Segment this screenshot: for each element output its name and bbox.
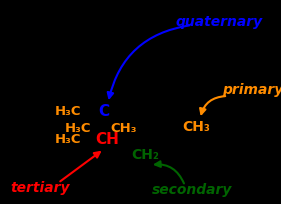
Text: secondary: secondary — [152, 182, 232, 196]
Text: H₃C: H₃C — [55, 133, 81, 146]
Text: CH₂: CH₂ — [131, 147, 159, 161]
Text: tertiary: tertiary — [10, 180, 69, 194]
Text: CH₃: CH₃ — [111, 121, 137, 134]
Text: H₃C: H₃C — [55, 105, 81, 118]
Text: CH₃: CH₃ — [182, 119, 210, 133]
Text: C: C — [98, 104, 110, 119]
Text: quaternary: quaternary — [175, 15, 262, 29]
Text: H₃C: H₃C — [65, 121, 91, 134]
Text: primary: primary — [222, 83, 281, 96]
Text: CH: CH — [95, 132, 119, 147]
